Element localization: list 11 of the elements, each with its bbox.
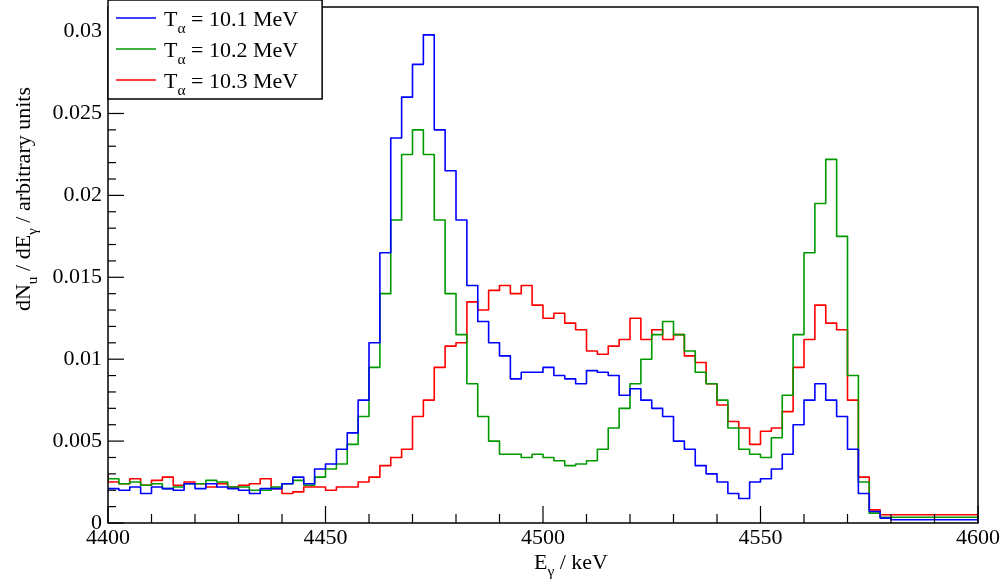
y-tick-label: 0.02: [63, 181, 102, 207]
y-tick-label: 0.005: [52, 426, 102, 452]
y-tick-label: 0.025: [52, 99, 102, 125]
x-tick-label: 4600: [956, 523, 1000, 549]
y-axis-title: dNu / dEγ / arbitrary units: [10, 86, 40, 312]
x-tick-label: 4550: [738, 523, 783, 549]
y-tick-label: 0.015: [52, 263, 102, 289]
y-tick-label: 0.03: [63, 17, 102, 43]
y-tick-label: 0.01: [63, 344, 102, 370]
x-tick-label: 4500: [521, 523, 565, 549]
x-tick-label: 4450: [303, 523, 348, 549]
